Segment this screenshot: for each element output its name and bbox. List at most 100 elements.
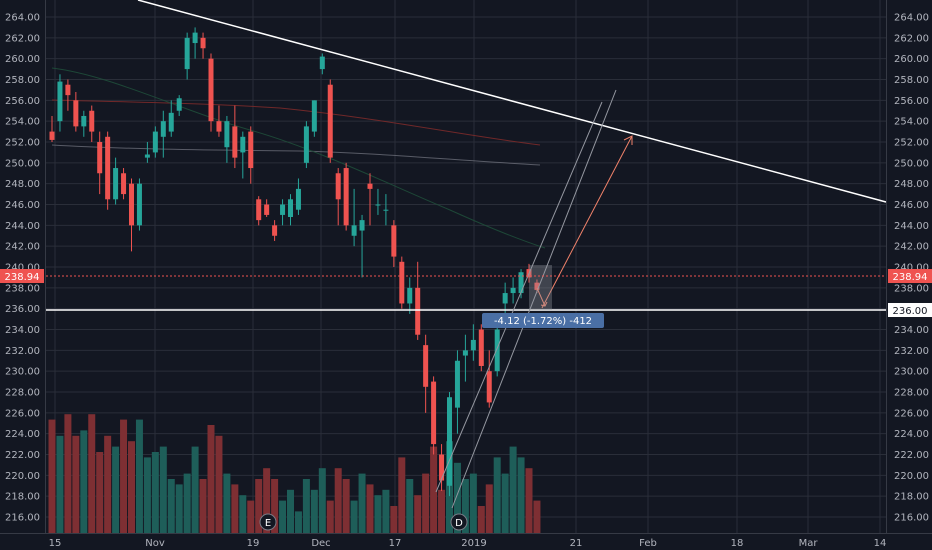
volume-bar xyxy=(509,446,517,533)
volume-bar xyxy=(120,419,128,533)
candle xyxy=(351,188,357,247)
volume-bar xyxy=(143,457,151,533)
last-price-badge-right-text: 238.94 xyxy=(893,272,928,283)
candle xyxy=(439,444,445,491)
candle xyxy=(359,214,365,278)
resistance-trendline[interactable] xyxy=(137,0,887,203)
last-price-badge-right: 238.94 xyxy=(888,269,932,283)
channel-lower-line[interactable] xyxy=(451,89,617,509)
left-tick-label: 230.00 xyxy=(5,367,40,378)
candle xyxy=(399,256,405,309)
volume-bar xyxy=(310,489,318,533)
candle-body xyxy=(343,168,349,226)
candle-body xyxy=(518,272,524,294)
candle xyxy=(383,194,389,226)
left-tick-label: 240.00 xyxy=(5,263,40,274)
volume-bar xyxy=(366,484,374,533)
candle xyxy=(367,173,373,226)
left-tick-label: 226.00 xyxy=(5,408,40,419)
volume-bar xyxy=(199,479,207,533)
candle-body xyxy=(81,115,87,127)
candle xyxy=(240,131,246,179)
candle-body xyxy=(303,126,309,163)
volume-bar xyxy=(72,435,80,533)
candle-body xyxy=(129,183,134,226)
event-marker-earnings[interactable]: E xyxy=(259,513,277,531)
candle xyxy=(391,220,397,268)
left-tick-label: 228.00 xyxy=(5,388,40,399)
candle-body xyxy=(335,173,341,200)
candle-body xyxy=(176,98,182,111)
volume-bar xyxy=(485,484,493,533)
candle-body xyxy=(375,204,381,206)
candle-body xyxy=(224,121,230,148)
candle xyxy=(256,196,262,226)
projection-arrow-head-icon xyxy=(623,135,633,145)
volume-bar xyxy=(493,457,501,533)
candle xyxy=(431,376,437,455)
time-axis[interactable]: 15 Nov 19 Dec 17 2019 21 Feb 18 Mar 14 xyxy=(49,538,887,549)
right-tick-label: 224.00 xyxy=(894,429,929,440)
volume-bar xyxy=(207,425,215,533)
left-tick-label: 248.00 xyxy=(5,179,40,190)
right-tick-label: 250.00 xyxy=(894,158,929,169)
candle xyxy=(295,178,301,215)
candle-body xyxy=(454,360,460,408)
right-tick-label: 220.00 xyxy=(894,471,929,482)
candle xyxy=(65,79,71,111)
candle xyxy=(81,110,87,137)
right-tick-label: 256.00 xyxy=(894,96,929,107)
right-tick-label: 232.00 xyxy=(894,346,929,357)
volume-bar xyxy=(350,500,358,533)
volume-bar xyxy=(517,457,525,533)
candle-body xyxy=(256,199,262,221)
event-marker-dividend-circle[interactable] xyxy=(450,513,468,531)
volume-bar xyxy=(398,457,406,533)
volume-bar xyxy=(231,484,239,533)
measure-box[interactable] xyxy=(529,265,552,310)
candle-body xyxy=(439,454,445,481)
right-tick-label: 222.00 xyxy=(894,450,929,461)
candle xyxy=(502,282,508,314)
left-tick-label: 242.00 xyxy=(5,242,40,253)
candle-body xyxy=(216,121,222,132)
event-marker-dividend[interactable]: D xyxy=(450,513,468,531)
right-tick-label: 254.00 xyxy=(894,117,929,128)
last-price-badge-left: 238.94 xyxy=(0,269,44,283)
channel-upper-line[interactable] xyxy=(435,101,603,493)
candle-body xyxy=(502,293,508,304)
volume-bar xyxy=(255,479,263,533)
time-tick-label: Feb xyxy=(639,538,657,549)
volume-bar xyxy=(279,500,287,533)
volume-bar xyxy=(56,435,64,533)
event-marker-dividend-text: D xyxy=(455,518,463,529)
projection-arrow[interactable] xyxy=(541,135,633,309)
candle xyxy=(486,350,492,408)
moving-averages xyxy=(51,67,546,249)
left-tick-label: 224.00 xyxy=(5,429,40,440)
candle-body xyxy=(105,136,111,200)
volume-bar xyxy=(287,489,294,533)
candle xyxy=(335,168,341,226)
volume-bar xyxy=(112,446,120,533)
candle-body xyxy=(73,100,79,127)
candle-body xyxy=(391,225,397,257)
event-marker-earnings-circle[interactable] xyxy=(259,513,277,531)
candle xyxy=(375,188,381,215)
left-price-axis[interactable]: 264.00 262.00 260.00 258.00 256.00 254.00 252.… xyxy=(5,13,40,524)
right-tick-label: 264.00 xyxy=(894,13,929,24)
event-marker-earnings-text: E xyxy=(265,518,271,529)
time-tick-label: 14 xyxy=(874,538,887,549)
left-tick-label: 232.00 xyxy=(5,346,40,357)
candle-body xyxy=(494,329,500,372)
candle-body xyxy=(478,329,484,366)
candle xyxy=(494,324,500,377)
left-tick-label: 218.00 xyxy=(5,492,40,503)
candle xyxy=(144,142,150,163)
right-price-axis[interactable]: 264.00 262.00 260.00 258.00 256.00 254.00 252.… xyxy=(894,13,929,524)
right-tick-label: 244.00 xyxy=(894,221,929,232)
pullback-arrow[interactable] xyxy=(536,287,546,307)
volume-bar xyxy=(477,506,485,533)
candle-body xyxy=(200,37,206,49)
